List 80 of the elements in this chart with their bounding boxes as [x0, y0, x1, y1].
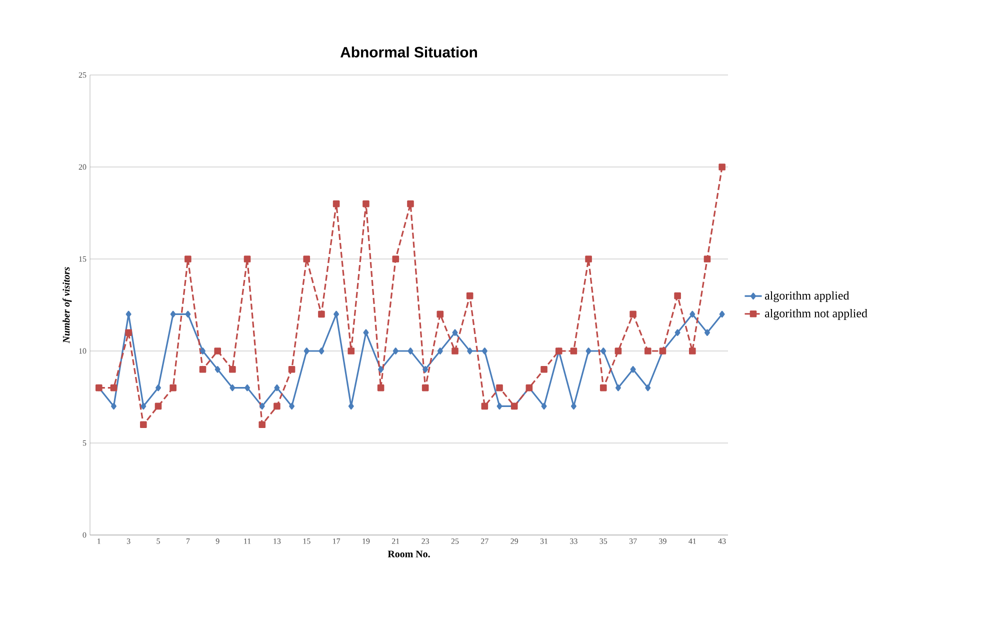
point: [704, 329, 710, 336]
point: [482, 348, 488, 354]
point: [318, 310, 325, 318]
legend-label: algorithm not applied: [764, 308, 868, 320]
point: [126, 310, 132, 318]
point: [614, 348, 622, 354]
point: [154, 402, 162, 410]
point: [348, 348, 355, 354]
point: [199, 366, 206, 373]
point: [110, 384, 118, 392]
point: [600, 384, 607, 392]
point: [170, 384, 176, 392]
point: [184, 256, 192, 262]
point: [304, 348, 310, 354]
point: [289, 402, 295, 410]
point: [332, 200, 340, 208]
point: [140, 402, 146, 410]
point: [467, 348, 473, 354]
chart-title: Abnormal Situation: [340, 46, 477, 58]
point: [407, 200, 414, 208]
point: [214, 366, 220, 373]
point: [600, 348, 606, 354]
point: [156, 384, 162, 392]
point: [362, 200, 370, 208]
point: [125, 329, 132, 336]
point: [185, 310, 191, 318]
point: [688, 348, 696, 354]
point: [229, 366, 236, 373]
point: [392, 256, 400, 262]
point: [704, 256, 711, 262]
y-axis-title: Number of visitors: [62, 267, 72, 344]
point: [170, 310, 176, 318]
point: [630, 366, 636, 373]
point: [644, 348, 652, 354]
point: [392, 348, 398, 354]
x-axis-title: Room No.: [388, 550, 430, 558]
point: [645, 384, 651, 392]
point: [377, 384, 384, 392]
point: [318, 348, 324, 354]
point: [674, 329, 680, 336]
point: [244, 256, 251, 262]
point: [378, 366, 384, 373]
point: [452, 348, 458, 354]
point: [690, 310, 696, 318]
point: [496, 402, 502, 410]
point: [288, 366, 296, 373]
point: [348, 402, 354, 410]
point: [274, 402, 280, 410]
point: [718, 164, 726, 170]
point: [630, 310, 636, 318]
point: [466, 292, 474, 300]
point: [274, 384, 280, 392]
point: [230, 384, 236, 392]
point: [110, 402, 116, 410]
point: [259, 402, 265, 410]
point: [452, 329, 458, 336]
point: [585, 256, 592, 262]
point: [422, 366, 428, 373]
point: [481, 402, 488, 410]
point: [496, 384, 503, 392]
point: [719, 310, 725, 318]
point: [586, 348, 592, 354]
point: [436, 310, 444, 318]
point: [540, 366, 548, 373]
point: [244, 384, 250, 392]
point: [615, 384, 621, 392]
point: [437, 348, 443, 354]
point: [541, 402, 547, 410]
point: [422, 384, 429, 392]
point: [214, 348, 221, 354]
point: [674, 292, 681, 300]
point: [200, 348, 206, 354]
point: [363, 329, 369, 336]
point: [140, 421, 147, 428]
point: [303, 256, 310, 262]
point: [258, 421, 266, 428]
point: [570, 402, 576, 410]
point: [408, 348, 414, 354]
point: [570, 348, 578, 354]
legend-label: algorithm applied: [764, 291, 850, 302]
